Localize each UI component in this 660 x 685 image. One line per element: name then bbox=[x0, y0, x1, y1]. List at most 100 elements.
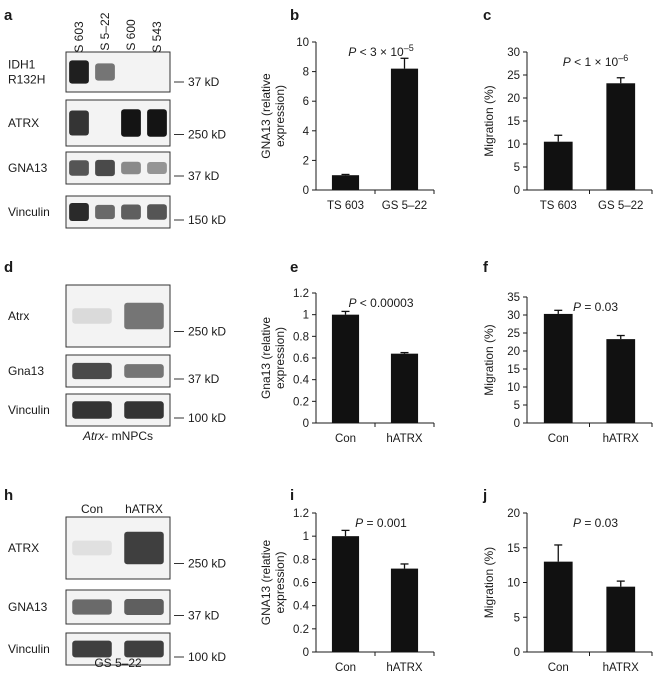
y-tick-label: 0 bbox=[514, 647, 520, 659]
p-value-annotation: P = 0.001 bbox=[355, 516, 407, 530]
y-tick-label: 30 bbox=[507, 310, 520, 322]
y-tick-label: 4 bbox=[303, 126, 310, 138]
lane-label: GS 5–22 bbox=[98, 12, 112, 60]
y-axis-label: Migration (%) bbox=[482, 324, 496, 395]
y-tick-label: 25 bbox=[507, 328, 520, 340]
kd-label: 37 kD bbox=[188, 609, 220, 623]
panel-letter-b: b bbox=[290, 7, 299, 24]
blot-band bbox=[124, 599, 164, 615]
y-tick-label: 1 bbox=[303, 531, 309, 543]
y-tick-label: 10 bbox=[507, 578, 520, 590]
y-axis-label: expression) bbox=[273, 327, 287, 389]
y-axis-label: Migration (%) bbox=[482, 547, 496, 618]
blot-band bbox=[121, 109, 141, 137]
chart-panel-c: c 0 5 10 15 20 25 30 TS 603 GS 5–22 P < 1 × 10–6 Mi… bbox=[482, 7, 653, 212]
x-tick-label: TS 603 bbox=[540, 200, 577, 212]
blot-caption: GS 5–22 bbox=[94, 656, 142, 670]
blot-band bbox=[69, 60, 89, 84]
blot-band bbox=[95, 159, 115, 177]
x-tick-label: hATRX bbox=[386, 662, 423, 674]
y-tick-label: 10 bbox=[507, 382, 520, 394]
x-tick-label: Con bbox=[335, 662, 356, 674]
row-label: Vinculin bbox=[8, 642, 50, 656]
panel-letter-c: c bbox=[483, 7, 491, 24]
y-tick-label: 0.2 bbox=[293, 396, 309, 408]
x-tick-label: hATRX bbox=[386, 433, 423, 445]
y-tick-label: 15 bbox=[507, 116, 520, 128]
x-tick-label: GS 5–22 bbox=[382, 200, 427, 212]
bar bbox=[543, 313, 573, 423]
y-tick-label: 30 bbox=[507, 47, 520, 59]
y-tick-label: 0.8 bbox=[293, 554, 309, 566]
panel-letter-j: j bbox=[482, 487, 487, 504]
x-tick-label: Con bbox=[335, 433, 356, 445]
panel-letter-d: d bbox=[4, 259, 13, 276]
chart-panel-j: j 0 5 10 15 20 Con hATRX P = 0.03 Migration (%) bbox=[482, 487, 653, 674]
kd-label: 37 kD bbox=[188, 372, 220, 386]
kd-label: 250 kD bbox=[188, 325, 226, 339]
blot-panel-h: h Con hATRX ATRX 250 kD GNA13 37 kD Vinculin 100… bbox=[4, 487, 226, 670]
y-axis-label: expression) bbox=[273, 551, 287, 613]
kd-label: 250 kD bbox=[188, 128, 226, 142]
y-axis-label: GNA13 (relative bbox=[259, 539, 273, 625]
blot-band bbox=[95, 63, 115, 81]
y-axis-label: expression) bbox=[273, 85, 287, 147]
bar bbox=[331, 314, 360, 423]
blot-band bbox=[72, 540, 112, 556]
lane-label: hATRX bbox=[125, 502, 163, 516]
blot-band bbox=[124, 401, 164, 419]
bar bbox=[606, 339, 636, 423]
y-tick-label: 0 bbox=[514, 185, 520, 197]
y-tick-label: 0.2 bbox=[293, 624, 309, 636]
bar bbox=[606, 83, 636, 190]
blot-band bbox=[95, 204, 115, 220]
y-tick-label: 0.4 bbox=[293, 601, 310, 613]
y-axis-label: Migration (%) bbox=[482, 85, 496, 156]
blot-band bbox=[124, 531, 164, 565]
blot-band bbox=[124, 640, 164, 658]
y-axis-label: Gna13 (relative bbox=[259, 317, 273, 399]
y-tick-label: 5 bbox=[514, 612, 520, 624]
p-value-annotation: P = 0.03 bbox=[573, 300, 618, 314]
bar bbox=[543, 141, 573, 190]
row-label: Atrx bbox=[8, 309, 29, 323]
y-tick-label: 10 bbox=[296, 37, 309, 49]
chart-panel-e: e 0 0.2 0.4 0.6 0.8 1 1.2 Con hATRX P < 0.00003 Gna… bbox=[259, 259, 435, 445]
lane-label: Con bbox=[81, 502, 103, 516]
y-tick-label: 35 bbox=[507, 292, 520, 304]
y-tick-label: 20 bbox=[507, 346, 520, 358]
row-label: Vinculin bbox=[8, 403, 50, 417]
panel-letter-a: a bbox=[4, 7, 13, 24]
panel-letter-e: e bbox=[290, 259, 298, 276]
y-tick-label: 1 bbox=[303, 310, 309, 322]
x-tick-label: hATRX bbox=[603, 662, 640, 674]
p-value-annotation: P < 0.00003 bbox=[348, 296, 413, 310]
kd-label: 37 kD bbox=[188, 169, 220, 183]
bar bbox=[331, 175, 360, 190]
chart-panel-b: b 0 2 4 6 8 10 TS 603 GS 5–22 P < 3 × 10–5 GNA13 (… bbox=[259, 7, 435, 212]
y-tick-label: 0 bbox=[514, 418, 520, 430]
kd-label: 37 kD bbox=[188, 75, 220, 89]
kd-label: 250 kD bbox=[188, 557, 226, 571]
y-axis-label: GNA13 (relative bbox=[259, 73, 273, 159]
y-tick-label: 1.2 bbox=[293, 508, 309, 520]
y-tick-label: 0 bbox=[303, 418, 309, 430]
p-value-annotation: P < 3 × 10–5 bbox=[348, 43, 413, 59]
p-value-annotation: P = 0.03 bbox=[573, 516, 618, 530]
blot-band bbox=[124, 302, 164, 330]
x-tick-label: hATRX bbox=[603, 433, 640, 445]
y-tick-label: 0.8 bbox=[293, 331, 309, 343]
y-tick-label: 8 bbox=[303, 67, 309, 79]
blot-caption: Atrx- mNPCs bbox=[82, 429, 153, 443]
y-tick-label: 10 bbox=[507, 139, 520, 151]
x-tick-label: TS 603 bbox=[327, 200, 364, 212]
lane-label: TS 543 bbox=[150, 21, 164, 60]
chart-panel-f: f 0 5 10 15 20 25 30 35 Con hATRX P = 0.03 Migration… bbox=[482, 259, 653, 445]
x-tick-label: Con bbox=[548, 662, 569, 674]
blot-band bbox=[121, 204, 141, 220]
y-tick-label: 0.6 bbox=[293, 353, 309, 365]
blot-band bbox=[69, 160, 89, 176]
y-tick-label: 2 bbox=[303, 155, 309, 167]
kd-label: 150 kD bbox=[188, 213, 226, 227]
